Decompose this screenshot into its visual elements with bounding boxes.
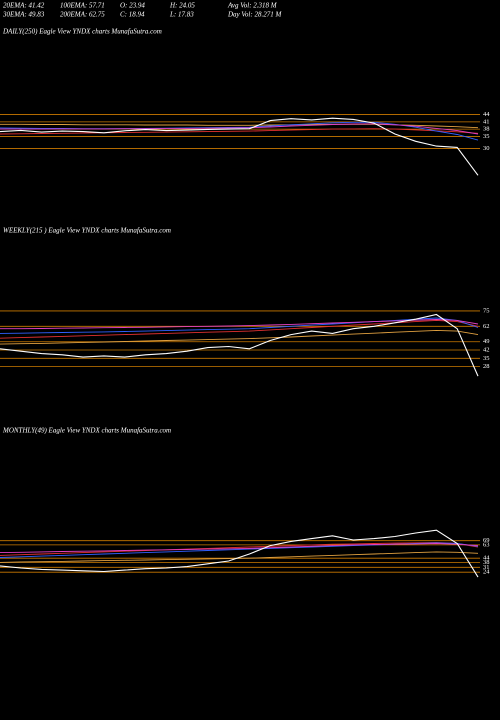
y-tick-label: 31 — [483, 564, 490, 571]
panel-title: WEEKLY(215 ) Eagle View YNDX charts Muna… — [3, 227, 171, 235]
y-tick-label: 44 — [483, 111, 490, 118]
y-tick-label: 75 — [483, 307, 490, 314]
y-tick-label: 41 — [483, 118, 490, 125]
series-line — [0, 329, 479, 345]
header-stat: L: 17.83 — [169, 11, 194, 19]
y-tick-label: 35 — [483, 133, 490, 140]
y-tick-label: 24 — [483, 569, 490, 576]
series-line — [0, 317, 479, 334]
header-stat: 200EMA: 62.75 — [60, 11, 105, 19]
series-line — [0, 542, 479, 556]
y-tick-label: 42 — [483, 346, 490, 353]
y-tick-label: 28 — [483, 363, 490, 370]
y-tick-label: 44 — [483, 555, 490, 562]
series-line — [0, 117, 479, 176]
y-tick-label: 69 — [483, 537, 490, 544]
series-line — [0, 319, 479, 330]
y-tick-label: 38 — [483, 559, 490, 566]
series-line — [0, 543, 479, 554]
series-line — [0, 128, 479, 135]
series-line — [0, 551, 479, 563]
y-tick-label: 63 — [483, 541, 490, 548]
header-stat: Avg Vol: 2.318 M — [227, 2, 278, 10]
header-stat: H: 24.05 — [169, 2, 195, 10]
header-stat: O: 23.94 — [120, 2, 145, 10]
series-line — [0, 313, 479, 377]
series-line — [0, 123, 479, 135]
header-stat: 30EMA: 49.83 — [2, 11, 45, 19]
y-tick-label: 35 — [483, 355, 490, 362]
y-tick-label: 30 — [483, 145, 490, 152]
y-tick-label: 49 — [483, 338, 490, 345]
header-stat: 20EMA: 41.42 — [3, 2, 45, 10]
header-stat: 100EMA: 57.71 — [60, 2, 105, 10]
header-stat: Day Vol: 28.271 M — [227, 11, 282, 19]
panel-title: DAILY(250) Eagle View YNDX charts Munafa… — [2, 28, 162, 36]
header-stat: C: 18.94 — [120, 11, 145, 19]
y-tick-label: 62 — [483, 323, 490, 330]
y-tick-label: 38 — [483, 126, 490, 133]
panel-title: MONTHLY(49) Eagle View YNDX charts Munaf… — [2, 427, 171, 435]
series-line — [0, 529, 479, 578]
